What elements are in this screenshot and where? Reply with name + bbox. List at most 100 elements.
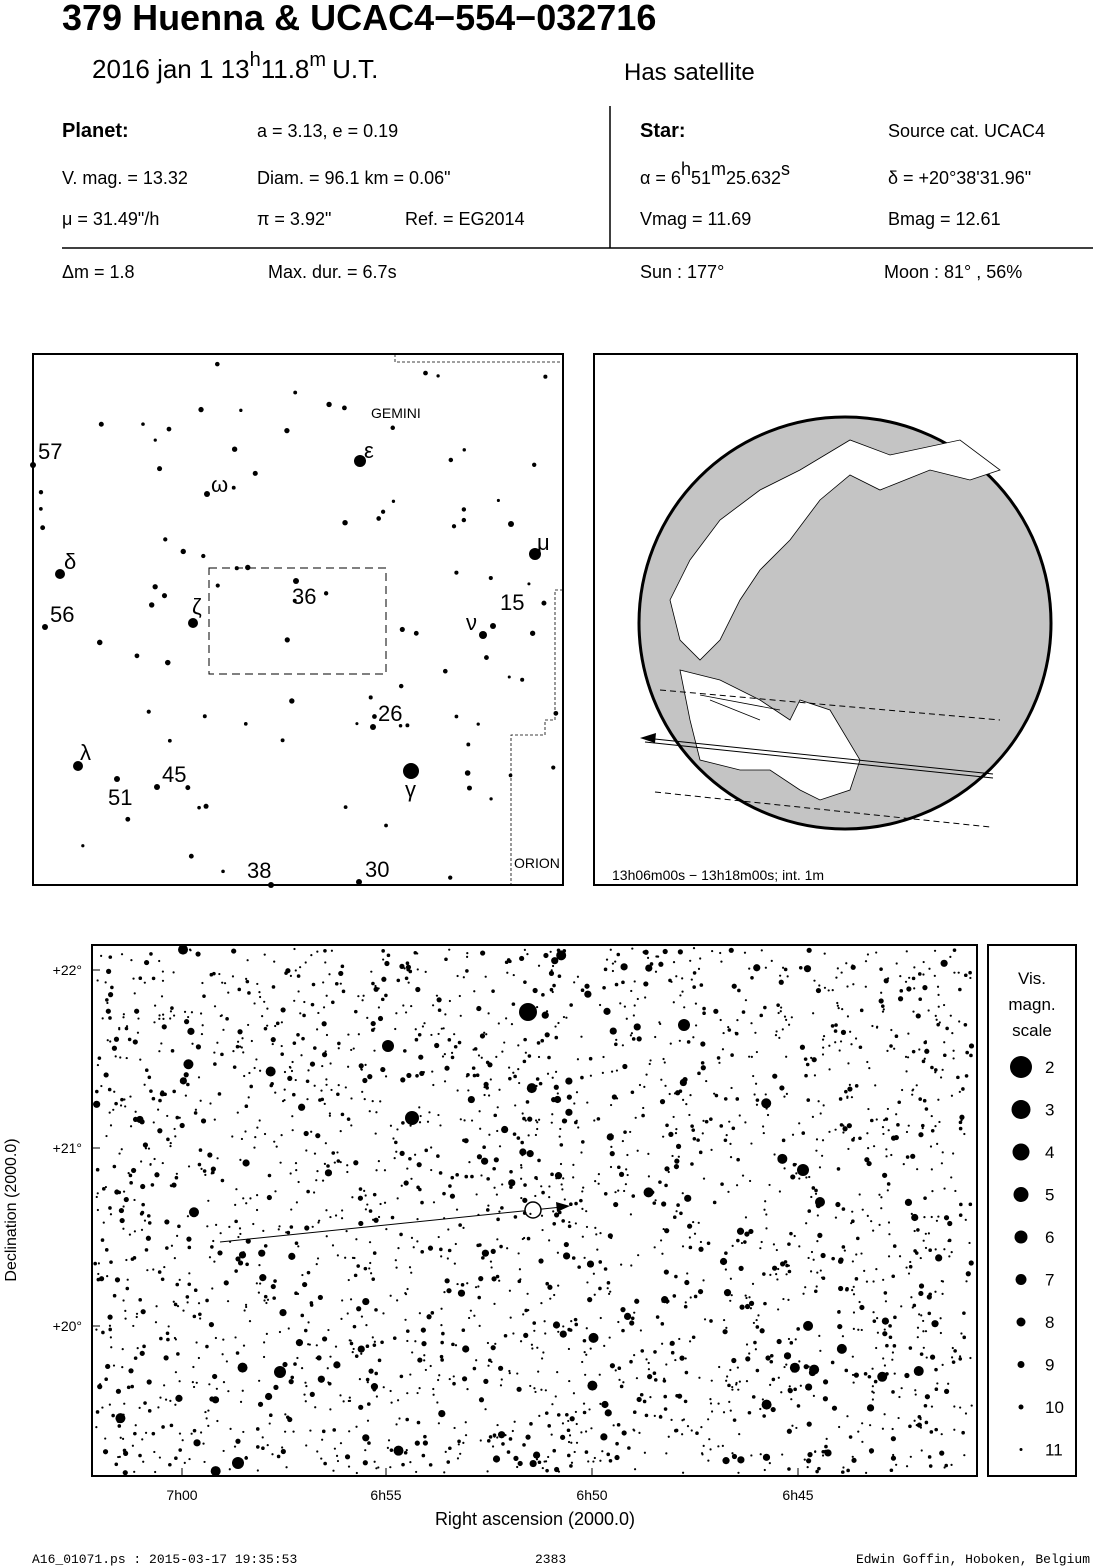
star: [864, 985, 867, 988]
star: [793, 1387, 797, 1392]
star: [323, 948, 327, 953]
star: [329, 1215, 332, 1219]
star: [692, 1136, 697, 1141]
star: [660, 1322, 665, 1326]
star: [647, 1368, 650, 1371]
star: [748, 1228, 754, 1235]
star: [506, 971, 509, 974]
star: [744, 1121, 747, 1124]
star: [809, 1364, 820, 1375]
star: [255, 1058, 258, 1061]
star: [267, 1173, 272, 1178]
star: [786, 975, 789, 978]
star: [899, 975, 902, 978]
star: [748, 1296, 751, 1299]
star: [483, 1378, 489, 1384]
star: [838, 1049, 841, 1052]
star: [801, 1131, 806, 1135]
star: [141, 1438, 144, 1441]
star: [366, 1016, 369, 1019]
star: [474, 1286, 478, 1289]
star: [337, 1084, 340, 1087]
star: [776, 1338, 782, 1345]
star: [938, 1120, 941, 1124]
star: [879, 967, 883, 971]
star: [309, 1061, 316, 1067]
star: [154, 1004, 157, 1007]
star: [104, 1185, 108, 1189]
star: [186, 1301, 189, 1304]
star: [115, 1413, 126, 1424]
star: [107, 1087, 112, 1092]
star-chart: Right ascension (2000.0) Declination (20…: [3, 944, 978, 1529]
star: [192, 1365, 195, 1369]
star: [935, 1018, 938, 1021]
star: [129, 1125, 133, 1128]
star: [965, 1271, 971, 1277]
star: [400, 1077, 406, 1083]
star: [970, 1404, 973, 1407]
star: [443, 1080, 447, 1083]
star: [216, 1419, 219, 1423]
star: [924, 1232, 927, 1235]
star: [743, 951, 747, 954]
star: [487, 1094, 491, 1097]
star: [183, 1059, 194, 1070]
star: [722, 1031, 725, 1035]
star: [146, 1214, 151, 1218]
star: [787, 1337, 791, 1341]
star: [541, 600, 547, 606]
star: [547, 1055, 551, 1060]
star: [296, 1032, 300, 1037]
star: [828, 1130, 831, 1133]
star: [364, 1194, 367, 1197]
star: [807, 1452, 813, 1458]
star: [423, 1434, 427, 1439]
star: [731, 1357, 737, 1364]
star: [325, 994, 328, 997]
star: [905, 1130, 909, 1134]
star: [737, 988, 741, 993]
star: [827, 989, 830, 992]
star: [922, 960, 925, 964]
star: [466, 1282, 469, 1285]
star: [454, 714, 459, 719]
star: [479, 1127, 482, 1130]
star: [900, 1305, 903, 1308]
star: [300, 1367, 304, 1370]
star: [157, 1270, 162, 1274]
star: [382, 1040, 394, 1052]
star: [953, 1349, 957, 1353]
star: [880, 1196, 883, 1199]
star: [804, 1286, 807, 1289]
star: [922, 1346, 925, 1349]
star: [745, 1296, 748, 1300]
star: [459, 1452, 462, 1455]
star: [290, 1375, 295, 1380]
star: [922, 1239, 925, 1242]
star: [840, 1470, 845, 1474]
star: [579, 1198, 583, 1203]
star: [722, 1318, 726, 1322]
islands: [699, 694, 781, 721]
star: [520, 1164, 523, 1167]
star: [457, 1289, 466, 1297]
x-tick-label: 7h00: [166, 1487, 197, 1503]
star: [387, 1439, 391, 1442]
star: [654, 1035, 657, 1039]
star: [125, 1286, 130, 1291]
star: [157, 1406, 160, 1409]
star: [266, 1007, 269, 1010]
arrow: [640, 733, 656, 743]
star: [444, 1278, 450, 1284]
star: [533, 1387, 536, 1390]
star: [298, 1103, 306, 1111]
star: [121, 1347, 124, 1351]
star: [423, 1022, 426, 1025]
star: [98, 421, 104, 427]
star: [959, 1406, 962, 1409]
star: [963, 973, 968, 978]
star: [834, 1023, 838, 1027]
star: [414, 1340, 417, 1343]
star: [939, 1331, 942, 1335]
